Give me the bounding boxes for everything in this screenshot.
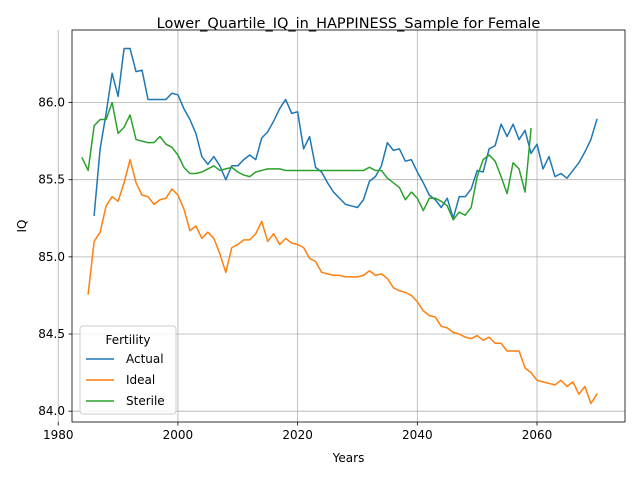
y-tick-label: 85.0 — [38, 250, 65, 264]
x-tick-label: 2000 — [163, 428, 194, 442]
legend-box — [79, 325, 177, 415]
chart-title: Lower_Quartile_IQ_in_HAPPINESS_Sample fo… — [157, 16, 541, 32]
x-axis-label: Years — [332, 451, 365, 465]
axes-frame — [71, 29, 626, 423]
legend-label-sterile: Sterile — [126, 394, 165, 408]
series-lines — [81, 47, 598, 405]
x-tick-label: 2020 — [282, 428, 313, 442]
x-tick-label: 1980 — [43, 428, 74, 442]
y-axis-ticks: 84.0 84.5 85.0 85.5 86.0 — [38, 96, 72, 418]
y-tick-label: 84.0 — [38, 404, 65, 418]
x-axis-ticks: 1980 2000 2020 2040 2060 — [43, 422, 552, 442]
x-tick-label: 2040 — [402, 428, 433, 442]
legend-label-actual: Actual — [126, 352, 164, 366]
legend: Fertility Actual Ideal Sterile — [79, 325, 177, 415]
series-line-ideal — [87, 158, 598, 405]
legend-label-ideal: Ideal — [126, 373, 155, 387]
y-tick-label: 86.0 — [38, 96, 65, 110]
legend-title: Fertility — [105, 333, 150, 347]
x-tick-label: 2060 — [522, 428, 553, 442]
series-line-actual — [93, 47, 598, 220]
series-line-sterile — [81, 101, 532, 221]
legend-entries: Actual Ideal Sterile — [86, 352, 165, 408]
y-tick-label: 84.5 — [38, 327, 65, 341]
y-axis-label: IQ — [15, 220, 29, 233]
y-tick-label: 85.5 — [38, 173, 65, 187]
